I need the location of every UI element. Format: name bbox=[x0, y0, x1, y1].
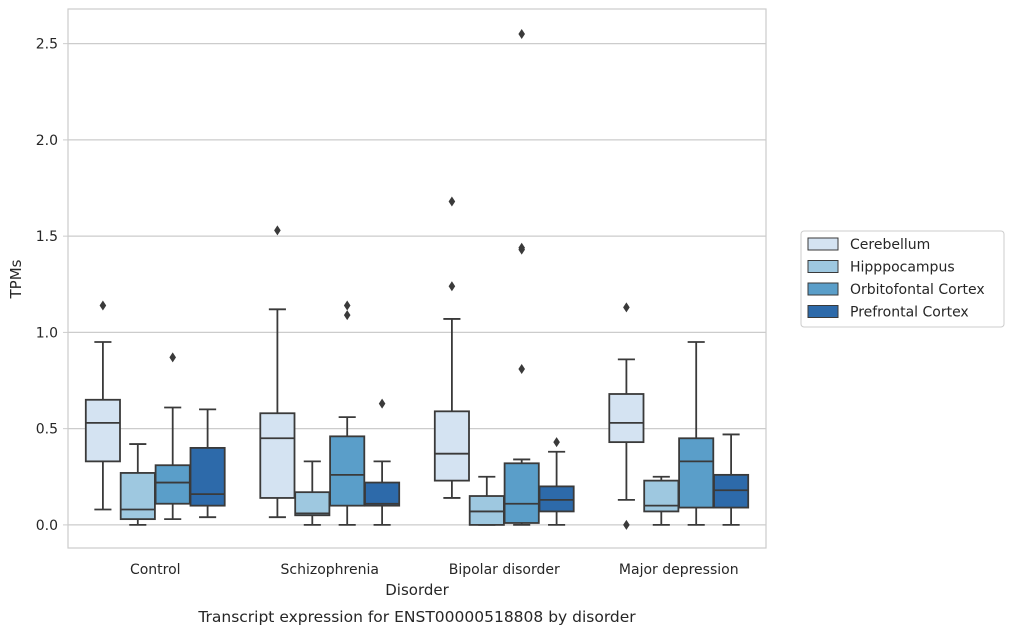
box-iqr bbox=[503, 462, 540, 524]
outlier-point bbox=[343, 300, 351, 311]
outlier-point bbox=[518, 242, 525, 253]
chart-caption: Transcript expression for ENST0000051880… bbox=[197, 608, 636, 626]
outlier-point bbox=[518, 29, 525, 40]
outlier-point bbox=[553, 437, 560, 448]
box-group bbox=[329, 300, 366, 526]
box-iqr bbox=[119, 472, 156, 521]
outlier-point bbox=[448, 281, 456, 292]
box-iqr bbox=[643, 479, 680, 513]
outlier-point bbox=[169, 352, 176, 363]
x-tick-label: Control bbox=[130, 562, 181, 578]
box-iqr bbox=[329, 435, 366, 507]
grid-lines bbox=[68, 43, 766, 526]
outlier-point bbox=[623, 302, 630, 313]
legend: Cerebellum Hipppocampus Orbitofontal Corte… bbox=[800, 230, 1005, 328]
y-tick-label: 0.5 bbox=[36, 422, 58, 438]
box-group bbox=[294, 460, 331, 526]
box-iqr bbox=[259, 412, 296, 499]
legend-label: Orbitofontal Cortex bbox=[850, 282, 985, 298]
x-tick-label: Major depression bbox=[619, 562, 739, 578]
legend-swatch bbox=[807, 237, 839, 251]
plot-area-frame bbox=[67, 8, 767, 549]
legend-label: Cerebellum bbox=[850, 237, 930, 253]
box-iqr bbox=[468, 495, 505, 526]
box-group bbox=[259, 225, 296, 519]
box-iqr bbox=[294, 491, 331, 517]
x-axis-ticks: Control Schizophrenia Bipolar disorder Majo… bbox=[130, 562, 739, 578]
box-group bbox=[468, 475, 505, 526]
y-tick-label: 2.5 bbox=[36, 37, 58, 53]
box-iqr bbox=[433, 410, 470, 482]
x-axis-label: Disorder bbox=[385, 581, 449, 599]
box-group bbox=[643, 475, 680, 526]
legend-swatch bbox=[807, 305, 839, 318]
box-iqr bbox=[538, 485, 575, 513]
box-iqr bbox=[154, 464, 191, 505]
box-iqr bbox=[713, 473, 750, 509]
outlier-point bbox=[518, 363, 525, 374]
outlier-point bbox=[378, 398, 386, 409]
box-group bbox=[678, 341, 715, 526]
legend-label: Prefrontal Cortex bbox=[850, 305, 969, 321]
x-tick-label: Schizophrenia bbox=[281, 562, 379, 578]
outlier-point bbox=[99, 300, 107, 311]
legend-swatch bbox=[807, 282, 839, 296]
box-iqr bbox=[189, 446, 226, 507]
box-iqr bbox=[678, 437, 715, 509]
box-iqr bbox=[364, 481, 401, 507]
box-group bbox=[154, 352, 191, 521]
x-tick-label: Bipolar disorder bbox=[449, 562, 560, 578]
legend-swatch bbox=[807, 260, 839, 273]
outlier-point bbox=[623, 519, 630, 530]
outlier-point bbox=[274, 225, 281, 236]
y-axis-label: TPMs bbox=[7, 259, 25, 299]
outlier-point bbox=[343, 310, 351, 321]
legend-label: Hipppocampus bbox=[850, 260, 955, 276]
legend-frame bbox=[800, 230, 1005, 328]
y-tick-label: 0.0 bbox=[36, 518, 58, 534]
box-group bbox=[503, 29, 540, 526]
y-axis-ticks: 0.0 0.5 1.0 1.5 2.0 2.5 bbox=[36, 37, 68, 534]
box-group bbox=[713, 433, 750, 526]
box-group bbox=[608, 302, 645, 530]
y-tick-label: 2.0 bbox=[36, 133, 58, 149]
y-tick-label: 1.0 bbox=[36, 325, 58, 341]
box-group bbox=[119, 443, 156, 526]
box-group bbox=[538, 437, 575, 526]
box-group bbox=[364, 398, 401, 526]
outlier-point bbox=[448, 196, 456, 207]
box-group bbox=[189, 408, 226, 519]
box-group bbox=[433, 196, 470, 499]
box-iqr bbox=[84, 398, 121, 463]
box-group bbox=[84, 300, 121, 511]
legend-entries: Cerebellum Hipppocampus Orbitofontal Corte… bbox=[807, 237, 985, 321]
boxes bbox=[84, 29, 750, 530]
y-tick-label: 1.5 bbox=[36, 229, 58, 245]
box-iqr bbox=[608, 393, 645, 444]
